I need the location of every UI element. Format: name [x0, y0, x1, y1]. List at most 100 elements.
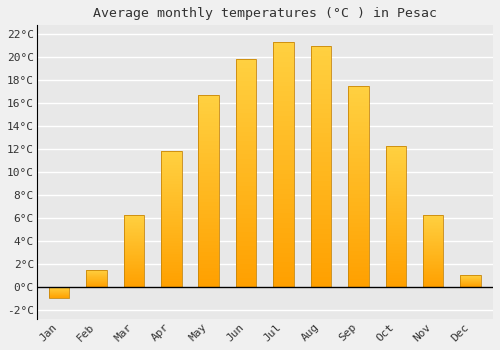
Bar [161, 189, 182, 192]
Bar [198, 225, 219, 229]
Bar [198, 118, 219, 122]
Bar [423, 272, 444, 274]
Bar [386, 180, 406, 182]
Bar [348, 114, 368, 118]
Bar [348, 223, 368, 226]
Bar [161, 265, 182, 268]
Bar [310, 46, 332, 287]
Bar [161, 170, 182, 173]
Bar [161, 216, 182, 219]
Bar [386, 208, 406, 211]
Bar [236, 58, 256, 63]
Bar [274, 111, 294, 116]
Bar [124, 216, 144, 217]
Bar [161, 162, 182, 165]
Bar [198, 149, 219, 153]
Bar [423, 236, 444, 238]
Bar [236, 196, 256, 200]
Bar [274, 223, 294, 228]
Bar [274, 42, 294, 47]
Bar [310, 51, 332, 56]
Bar [310, 70, 332, 75]
Bar [49, 287, 70, 298]
Bar [161, 192, 182, 195]
Bar [423, 230, 444, 232]
Bar [310, 56, 332, 60]
Bar [348, 150, 368, 154]
Bar [310, 215, 332, 219]
Bar [386, 250, 406, 253]
Bar [236, 255, 256, 259]
Bar [124, 281, 144, 282]
Bar [236, 159, 256, 163]
Bar [198, 260, 219, 264]
Bar [124, 270, 144, 271]
Bar [236, 191, 256, 196]
Bar [386, 219, 406, 222]
Bar [236, 104, 256, 109]
Bar [274, 262, 294, 267]
Bar [236, 132, 256, 136]
Bar [236, 241, 256, 246]
Bar [423, 265, 444, 267]
Bar [274, 82, 294, 86]
Bar [124, 226, 144, 228]
Bar [274, 277, 294, 282]
Bar [198, 176, 219, 180]
Bar [236, 273, 256, 278]
Bar [386, 267, 406, 270]
Bar [161, 227, 182, 230]
Bar [386, 188, 406, 191]
Bar [423, 249, 444, 251]
Bar [386, 166, 406, 168]
Bar [386, 259, 406, 261]
Bar [124, 275, 144, 276]
Bar [198, 241, 219, 245]
Bar [348, 187, 368, 190]
Bar [310, 123, 332, 128]
Bar [198, 160, 219, 164]
Bar [386, 157, 406, 160]
Bar [423, 233, 444, 235]
Bar [310, 142, 332, 147]
Bar [198, 168, 219, 172]
Bar [236, 122, 256, 127]
Bar [310, 94, 332, 99]
Bar [124, 265, 144, 267]
Bar [348, 210, 368, 215]
Bar [348, 178, 368, 182]
Bar [310, 118, 332, 123]
Bar [236, 237, 256, 241]
Bar [124, 282, 144, 284]
Bar [161, 271, 182, 273]
Bar [423, 284, 444, 285]
Bar [423, 216, 444, 217]
Bar [386, 196, 406, 199]
Bar [423, 217, 444, 219]
Bar [348, 239, 368, 243]
Bar [348, 275, 368, 279]
Bar [386, 264, 406, 267]
Bar [310, 166, 332, 171]
Bar [236, 228, 256, 232]
Bar [348, 271, 368, 275]
Bar [310, 239, 332, 243]
Bar [274, 160, 294, 164]
Bar [348, 110, 368, 114]
Bar [124, 243, 144, 245]
Bar [348, 162, 368, 166]
Bar [161, 224, 182, 227]
Bar [236, 95, 256, 100]
Bar [310, 84, 332, 89]
Bar [310, 152, 332, 157]
Bar [274, 96, 294, 101]
Bar [274, 218, 294, 223]
Bar [124, 215, 144, 287]
Bar [386, 174, 406, 177]
Bar [386, 168, 406, 171]
Bar [386, 148, 406, 151]
Bar [423, 271, 444, 272]
Bar [198, 138, 219, 141]
Bar [423, 215, 444, 216]
Bar [310, 133, 332, 138]
